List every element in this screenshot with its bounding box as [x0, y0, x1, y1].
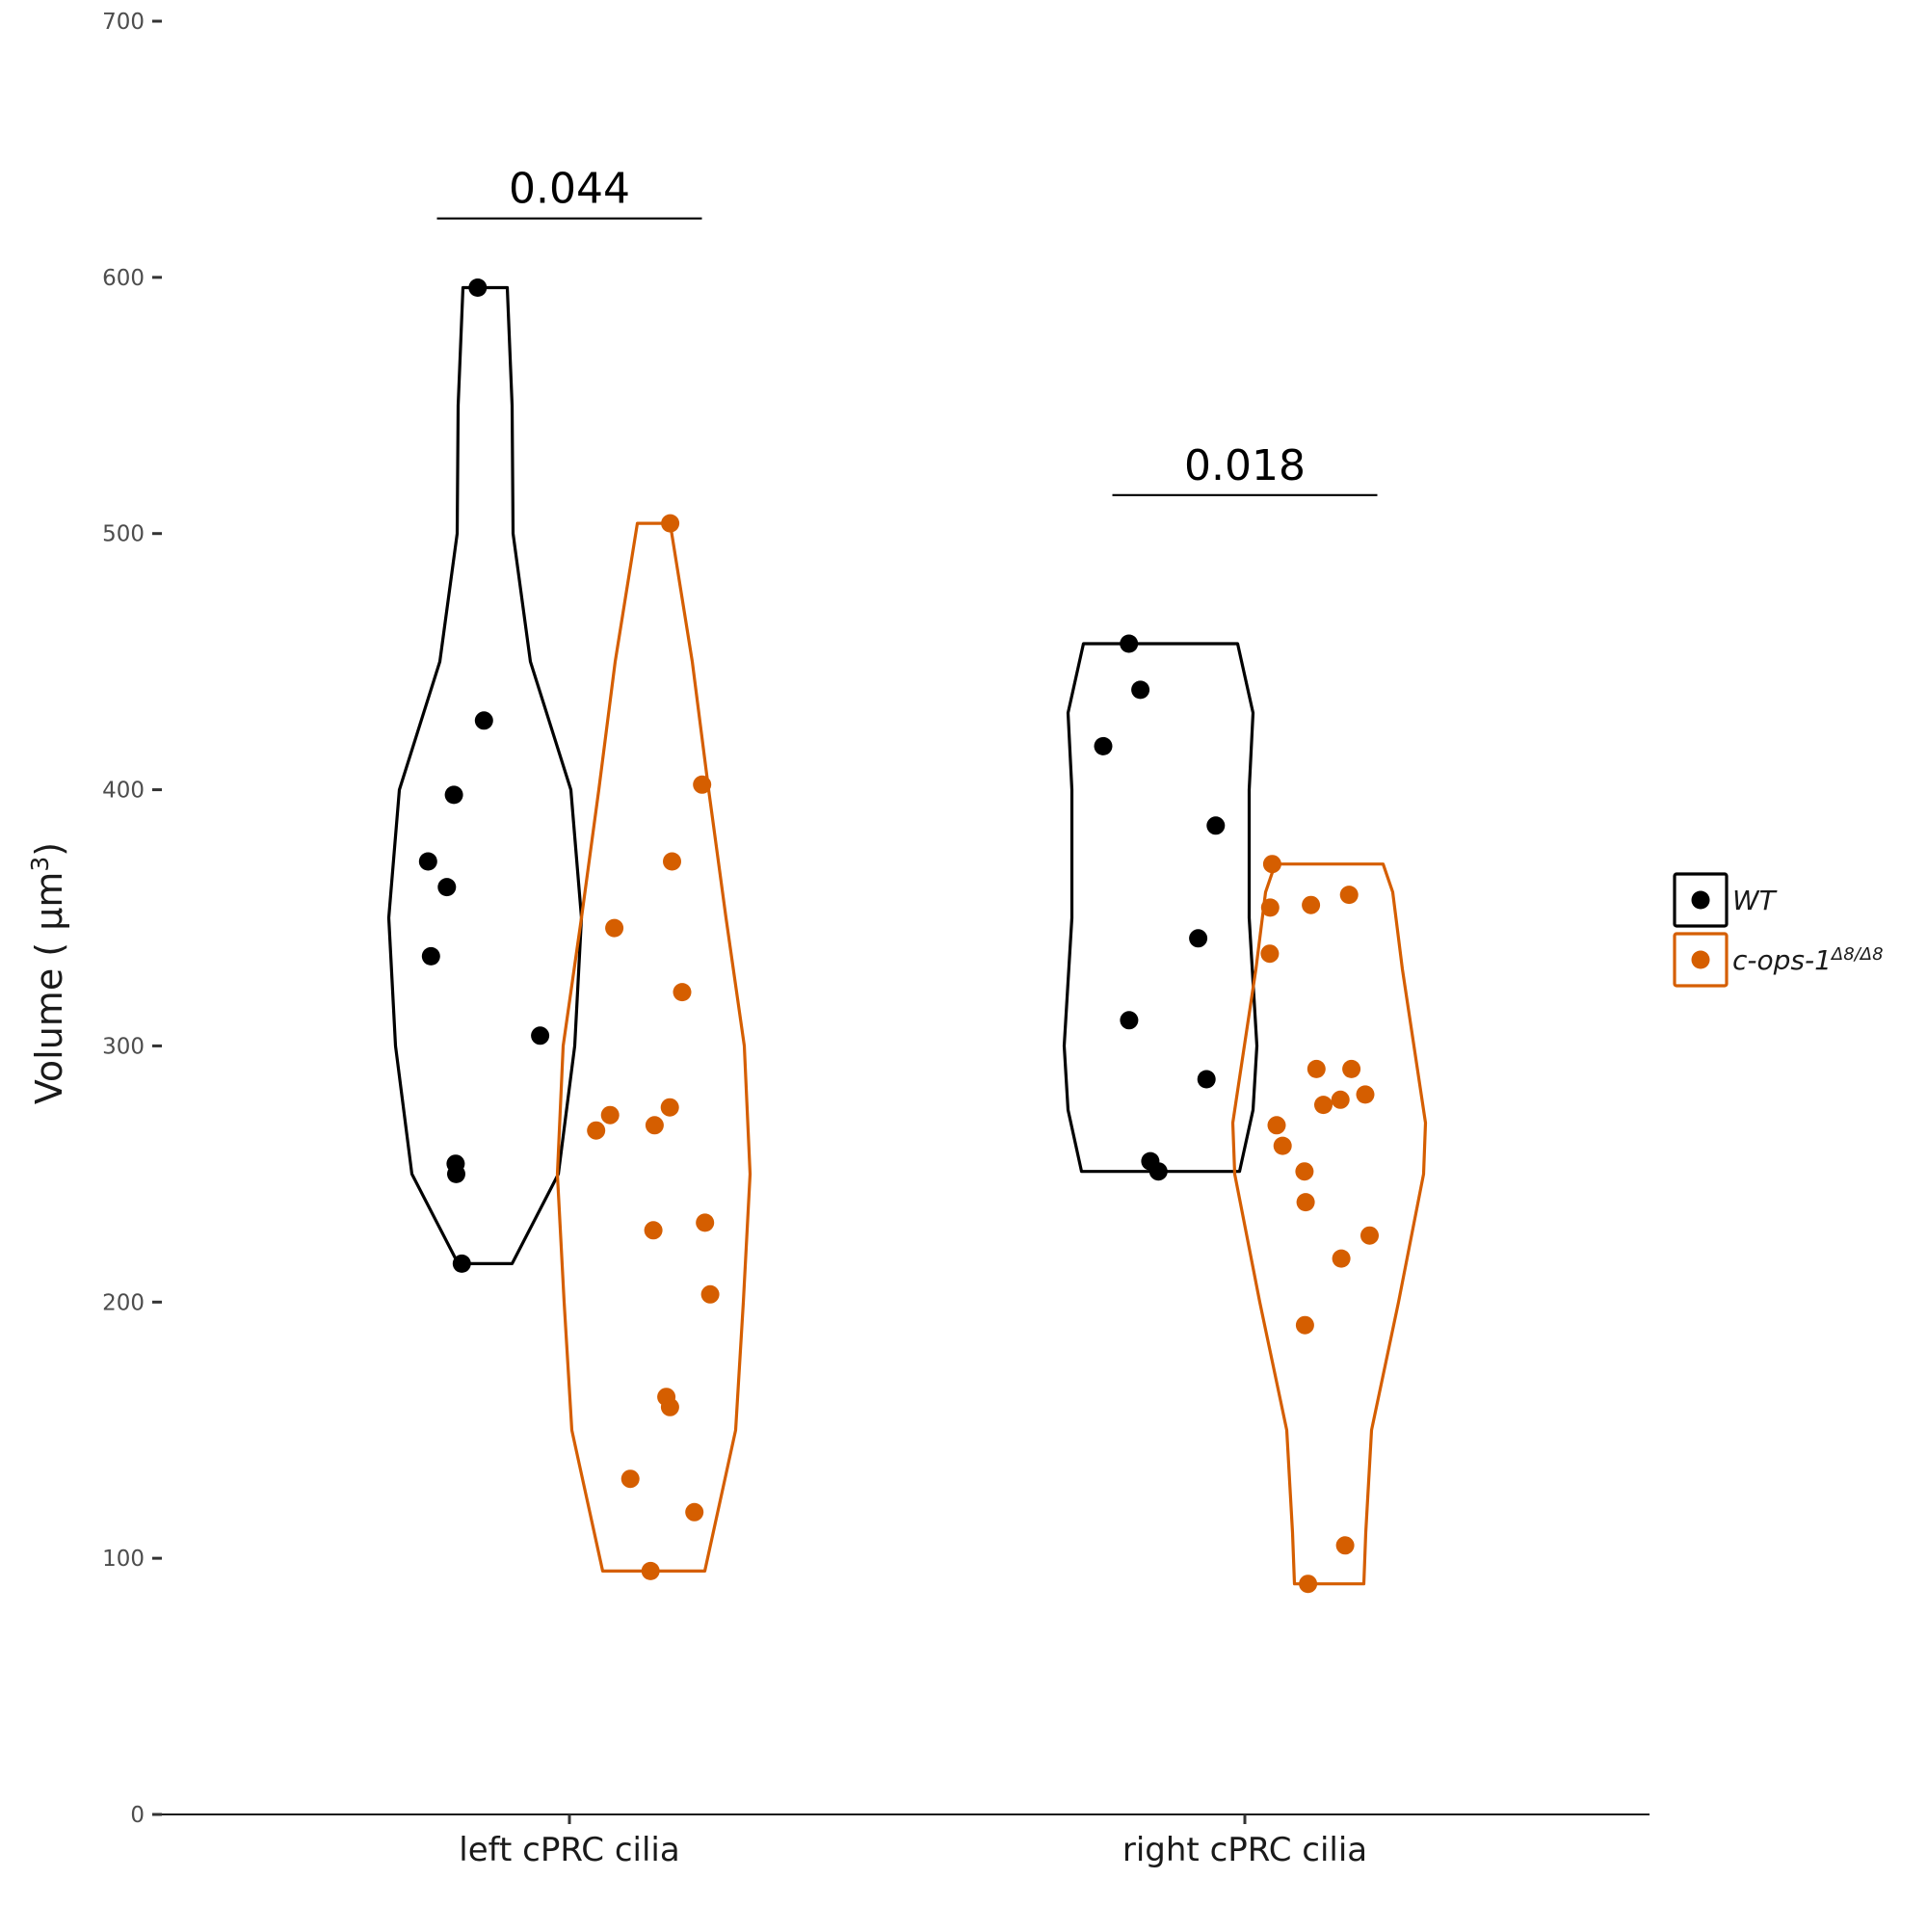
data-point — [696, 1213, 715, 1232]
data-point — [531, 1026, 550, 1045]
data-point — [1148, 1162, 1168, 1181]
data-point — [587, 1121, 606, 1140]
data-point — [660, 1098, 679, 1117]
data-point — [452, 1254, 471, 1273]
data-point — [620, 1469, 640, 1489]
data-point — [1267, 1116, 1286, 1135]
data-point — [645, 1116, 664, 1135]
data-point — [1131, 680, 1150, 700]
data-point — [447, 1164, 465, 1183]
data-point — [1206, 816, 1226, 835]
data-point — [1262, 855, 1281, 874]
data-point — [1120, 1011, 1139, 1030]
data-point — [1331, 1090, 1350, 1109]
data-point — [1296, 1193, 1315, 1212]
data-point — [1360, 1226, 1379, 1245]
data-point — [437, 878, 457, 897]
data-point — [1335, 1536, 1355, 1555]
data-point — [673, 983, 692, 1002]
y-axis-label: Volume ( µm3) — [26, 842, 71, 1104]
y-tick-label: 400 — [102, 779, 145, 804]
p-value-label: 0.018 — [1184, 441, 1306, 490]
data-point — [641, 1561, 660, 1580]
data-point — [474, 711, 493, 730]
data-point — [1260, 898, 1280, 917]
annotation-layer: 0.044 0.018 — [436, 165, 1378, 496]
data-point — [1094, 736, 1113, 755]
data-point — [444, 785, 463, 805]
violin-outline — [386, 285, 584, 1265]
y-tick-label: 700 — [102, 10, 145, 35]
data-point — [1197, 1070, 1216, 1089]
y-tick-label: 500 — [102, 522, 145, 547]
legend-label-superscript: Δ8/Δ8 — [1830, 944, 1884, 965]
x-tick-label: right cPRC cilia — [1122, 1831, 1367, 1869]
legend-marker — [1691, 890, 1710, 910]
y-axis-label-superscript: 3 — [26, 857, 54, 872]
data-point — [1189, 929, 1208, 948]
y-axis-label-close: ) — [28, 842, 70, 857]
x-tick-label: left cPRC cilia — [459, 1831, 679, 1869]
point-layer — [418, 278, 1379, 1594]
data-point — [1295, 1315, 1314, 1335]
data-point — [1356, 1085, 1375, 1104]
y-tick-label: 200 — [102, 1290, 145, 1315]
data-point — [661, 514, 680, 533]
legend-label: WT — [1732, 885, 1778, 916]
y-tick-label: 300 — [102, 1034, 145, 1059]
x-axis: left cPRC cilia right cPRC cilia — [162, 1813, 1650, 1869]
legend-marker — [1691, 950, 1710, 969]
data-point — [1307, 1059, 1326, 1078]
y-axis-label-text: Volume ( µm — [28, 872, 70, 1105]
data-point — [663, 852, 681, 871]
data-point — [700, 1284, 720, 1304]
data-point — [468, 278, 488, 297]
y-axis: 0 100 200 300 400 500 600 700 — [102, 10, 162, 1828]
y-tick-label: 0 — [130, 1803, 145, 1828]
data-point — [1314, 1096, 1333, 1115]
legend: WT c-ops-1Δ8/Δ8 — [1673, 872, 1884, 988]
legend-key — [1673, 872, 1729, 928]
data-point — [644, 1221, 663, 1240]
legend-key — [1673, 932, 1729, 988]
data-point — [685, 1502, 704, 1522]
data-point — [693, 775, 712, 794]
violin-outline — [1062, 642, 1259, 1174]
data-point — [600, 1105, 620, 1125]
p-value-label: 0.044 — [509, 165, 630, 214]
y-tick-label: 600 — [102, 266, 145, 291]
data-point — [605, 918, 624, 938]
violin-outline — [555, 521, 752, 1573]
violin-layer — [386, 285, 1428, 1586]
y-tick-label: 100 — [102, 1547, 145, 1572]
data-point — [1273, 1136, 1292, 1155]
legend-label: c-ops-1Δ8/Δ8 — [1732, 944, 1884, 977]
data-point — [418, 852, 437, 871]
data-point — [1342, 1059, 1361, 1078]
data-point — [1295, 1162, 1314, 1181]
data-point — [1332, 1249, 1351, 1268]
data-point — [1339, 886, 1359, 905]
data-point — [421, 946, 440, 966]
data-point — [660, 1397, 679, 1416]
data-point — [1260, 944, 1280, 964]
violin-outline — [1230, 862, 1428, 1586]
data-point — [1302, 895, 1321, 914]
data-point — [1299, 1575, 1318, 1594]
data-point — [1120, 634, 1139, 653]
